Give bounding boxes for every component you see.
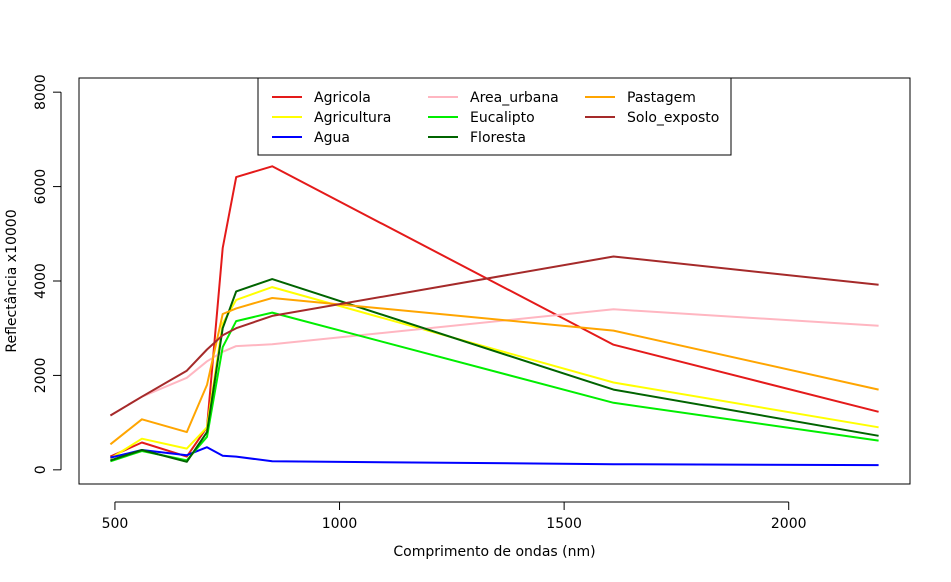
legend-label: Eucalipto: [470, 110, 535, 126]
x-tick-label: 1500: [546, 516, 582, 532]
y-tick-label: 0: [33, 465, 49, 474]
x-tick-label: 500: [102, 516, 129, 532]
y-tick-label: 8000: [33, 74, 49, 110]
y-tick-label: 4000: [33, 263, 49, 299]
x-tick-label: 2000: [771, 516, 807, 532]
series-line-eucalipto: [110, 311, 879, 463]
series-line-agricultura: [109, 286, 879, 460]
legend-label: Floresta: [470, 130, 526, 146]
y-axis-label: Reflectância x10000: [4, 209, 20, 352]
legend-label: Agua: [314, 130, 350, 146]
legend-label: Agricultura: [314, 110, 391, 126]
series-layer: [109, 165, 879, 467]
series-line-floresta: [110, 278, 879, 463]
series-line-agricola: [109, 165, 879, 458]
series-line-solo-exposto: [109, 255, 879, 417]
series-line-pastagem: [109, 297, 879, 446]
y-tick-label: 6000: [33, 169, 49, 205]
x-axis-label: Comprimento de ondas (nm): [393, 544, 595, 560]
legend-label: Agricola: [314, 90, 371, 106]
x-tick-label: 1000: [322, 516, 358, 532]
legend-box: [257, 77, 732, 156]
y-tick-label: 2000: [33, 358, 49, 394]
legend-label: Solo_exposto: [627, 110, 719, 126]
legend-label: Pastagem: [627, 90, 696, 106]
series-line-area-urbana: [109, 308, 879, 417]
x-axis: 500 1000 1500 2000: [102, 501, 807, 532]
legend-label: Area_urbana: [470, 90, 559, 106]
y-axis: 0 2000 4000 6000 8000: [33, 74, 62, 474]
legend: Agricola Agricultura Agua Area_urbana Eucali…: [257, 77, 732, 156]
series-line-agua: [110, 446, 879, 467]
